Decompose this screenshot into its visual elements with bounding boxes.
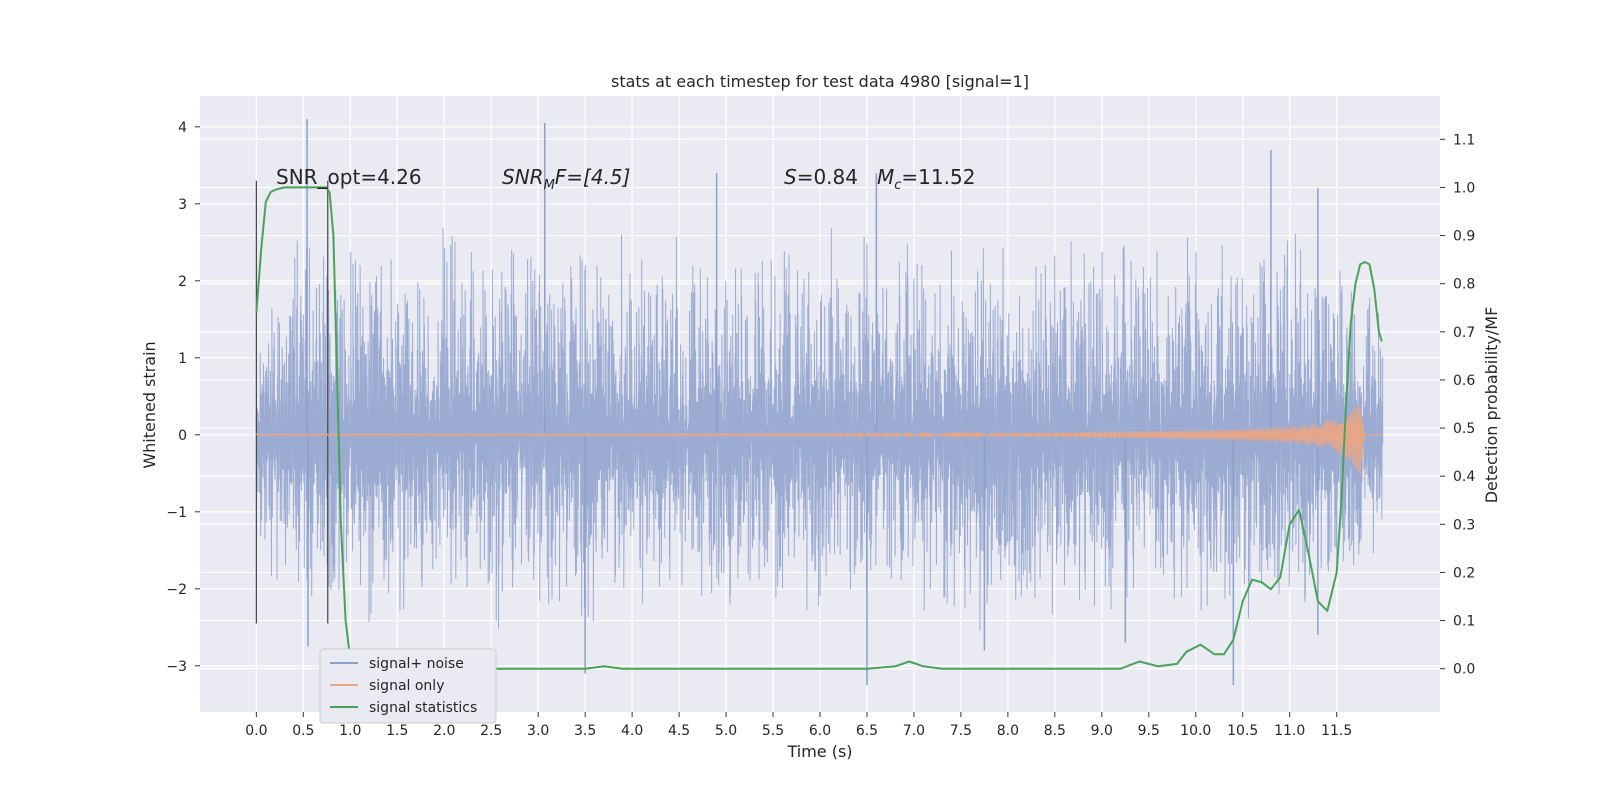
x-tick-label: 3.5 bbox=[574, 723, 596, 739]
x-tick-label: 9.0 bbox=[1091, 723, 1113, 739]
x-tick-label: 1.5 bbox=[386, 723, 408, 739]
series-signal-statistics bbox=[255, 186, 1383, 670]
x-tick-label: 0.5 bbox=[292, 723, 314, 739]
y-right-tick-label: 0.7 bbox=[1453, 325, 1475, 341]
y-left-tick-label: −2 bbox=[166, 582, 187, 598]
series-signal-only bbox=[255, 405, 1383, 476]
annotation-mc: Mc=11.52 bbox=[877, 165, 975, 193]
legend-label-signal-only: signal only bbox=[369, 678, 444, 694]
x-tick-label: 3.0 bbox=[527, 723, 549, 739]
x-tick-label: 8.0 bbox=[997, 723, 1019, 739]
x-tick-label: 5.5 bbox=[762, 723, 784, 739]
x-tick-label: 10.0 bbox=[1180, 723, 1211, 739]
y-right-tick-label: 0.3 bbox=[1453, 517, 1475, 533]
x-tick-label: 0.0 bbox=[245, 723, 267, 739]
x-tick-label: 4.5 bbox=[668, 723, 690, 739]
y-right-tick-label: 0.9 bbox=[1453, 229, 1475, 245]
x-tick-label: 9.5 bbox=[1138, 723, 1160, 739]
x-tick-label: 11.5 bbox=[1321, 723, 1352, 739]
y-right-tick-label: 0.5 bbox=[1453, 421, 1475, 437]
x-tick-label: 7.0 bbox=[903, 723, 925, 739]
y-left-tick-label: 0 bbox=[178, 428, 187, 444]
legend-box bbox=[319, 648, 497, 724]
y-axis-right-label: Detection probability/MF bbox=[1482, 307, 1501, 504]
x-tick-label: 6.0 bbox=[809, 723, 831, 739]
x-tick-label: 8.5 bbox=[1044, 723, 1066, 739]
y-right-tick-label: 0.4 bbox=[1453, 469, 1475, 485]
x-tick-label: 2.0 bbox=[433, 723, 455, 739]
y-right-tick-label: 0.0 bbox=[1453, 662, 1475, 678]
y-right-tick-label: 0.1 bbox=[1453, 614, 1475, 630]
y-right-tick-label: 1.0 bbox=[1453, 180, 1475, 196]
y-left-tick-label: 4 bbox=[178, 120, 187, 136]
annotation-s: S=0.84 bbox=[784, 165, 858, 189]
annotation-snr-mf: SNRMF=[4.5] bbox=[502, 165, 630, 193]
y-right-tick-label: 0.6 bbox=[1453, 373, 1475, 389]
y-right-tick-label: 0.8 bbox=[1453, 277, 1475, 293]
ticks: 0.0 0.5 1.0 1.5 2.0 2.5 3.0 3.5 4.0 4.5 5.0 5.5 6.0 6… bbox=[166, 120, 1475, 739]
y-right-tick-label: 1.1 bbox=[1453, 132, 1475, 148]
y-left-tick-label: 1 bbox=[178, 351, 187, 367]
annotation-snr-opt: SNR_opt=4.26 bbox=[276, 165, 422, 189]
x-axis-label: Time (s) bbox=[786, 742, 852, 761]
x-tick-label: 4.0 bbox=[621, 723, 643, 739]
y-left-tick-label: 2 bbox=[178, 274, 187, 290]
legend: signal+ noise signal only signal statist… bbox=[319, 648, 497, 724]
legend-label-signal-noise: signal+ noise bbox=[369, 656, 464, 672]
x-tick-label: 1.0 bbox=[339, 723, 361, 739]
x-tick-label: 11.0 bbox=[1274, 723, 1305, 739]
y-left-tick-label: −1 bbox=[166, 505, 187, 521]
y-left-tick-label: 3 bbox=[178, 197, 187, 213]
y-right-tick-label: 0.2 bbox=[1453, 565, 1475, 581]
x-tick-label: 7.5 bbox=[950, 723, 972, 739]
chart-title: stats at each timestep for test data 498… bbox=[611, 72, 1029, 91]
y-left-tick-label: −3 bbox=[166, 659, 187, 675]
x-tick-label: 5.0 bbox=[715, 723, 737, 739]
y-axis-left-label: Whitened strain bbox=[140, 341, 159, 468]
x-tick-label: 2.5 bbox=[480, 723, 502, 739]
x-tick-label: 6.5 bbox=[856, 723, 878, 739]
x-tick-label: 10.5 bbox=[1227, 723, 1258, 739]
plot-area bbox=[255, 119, 1384, 686]
legend-label-signal-statistics: signal statistics bbox=[369, 700, 477, 716]
